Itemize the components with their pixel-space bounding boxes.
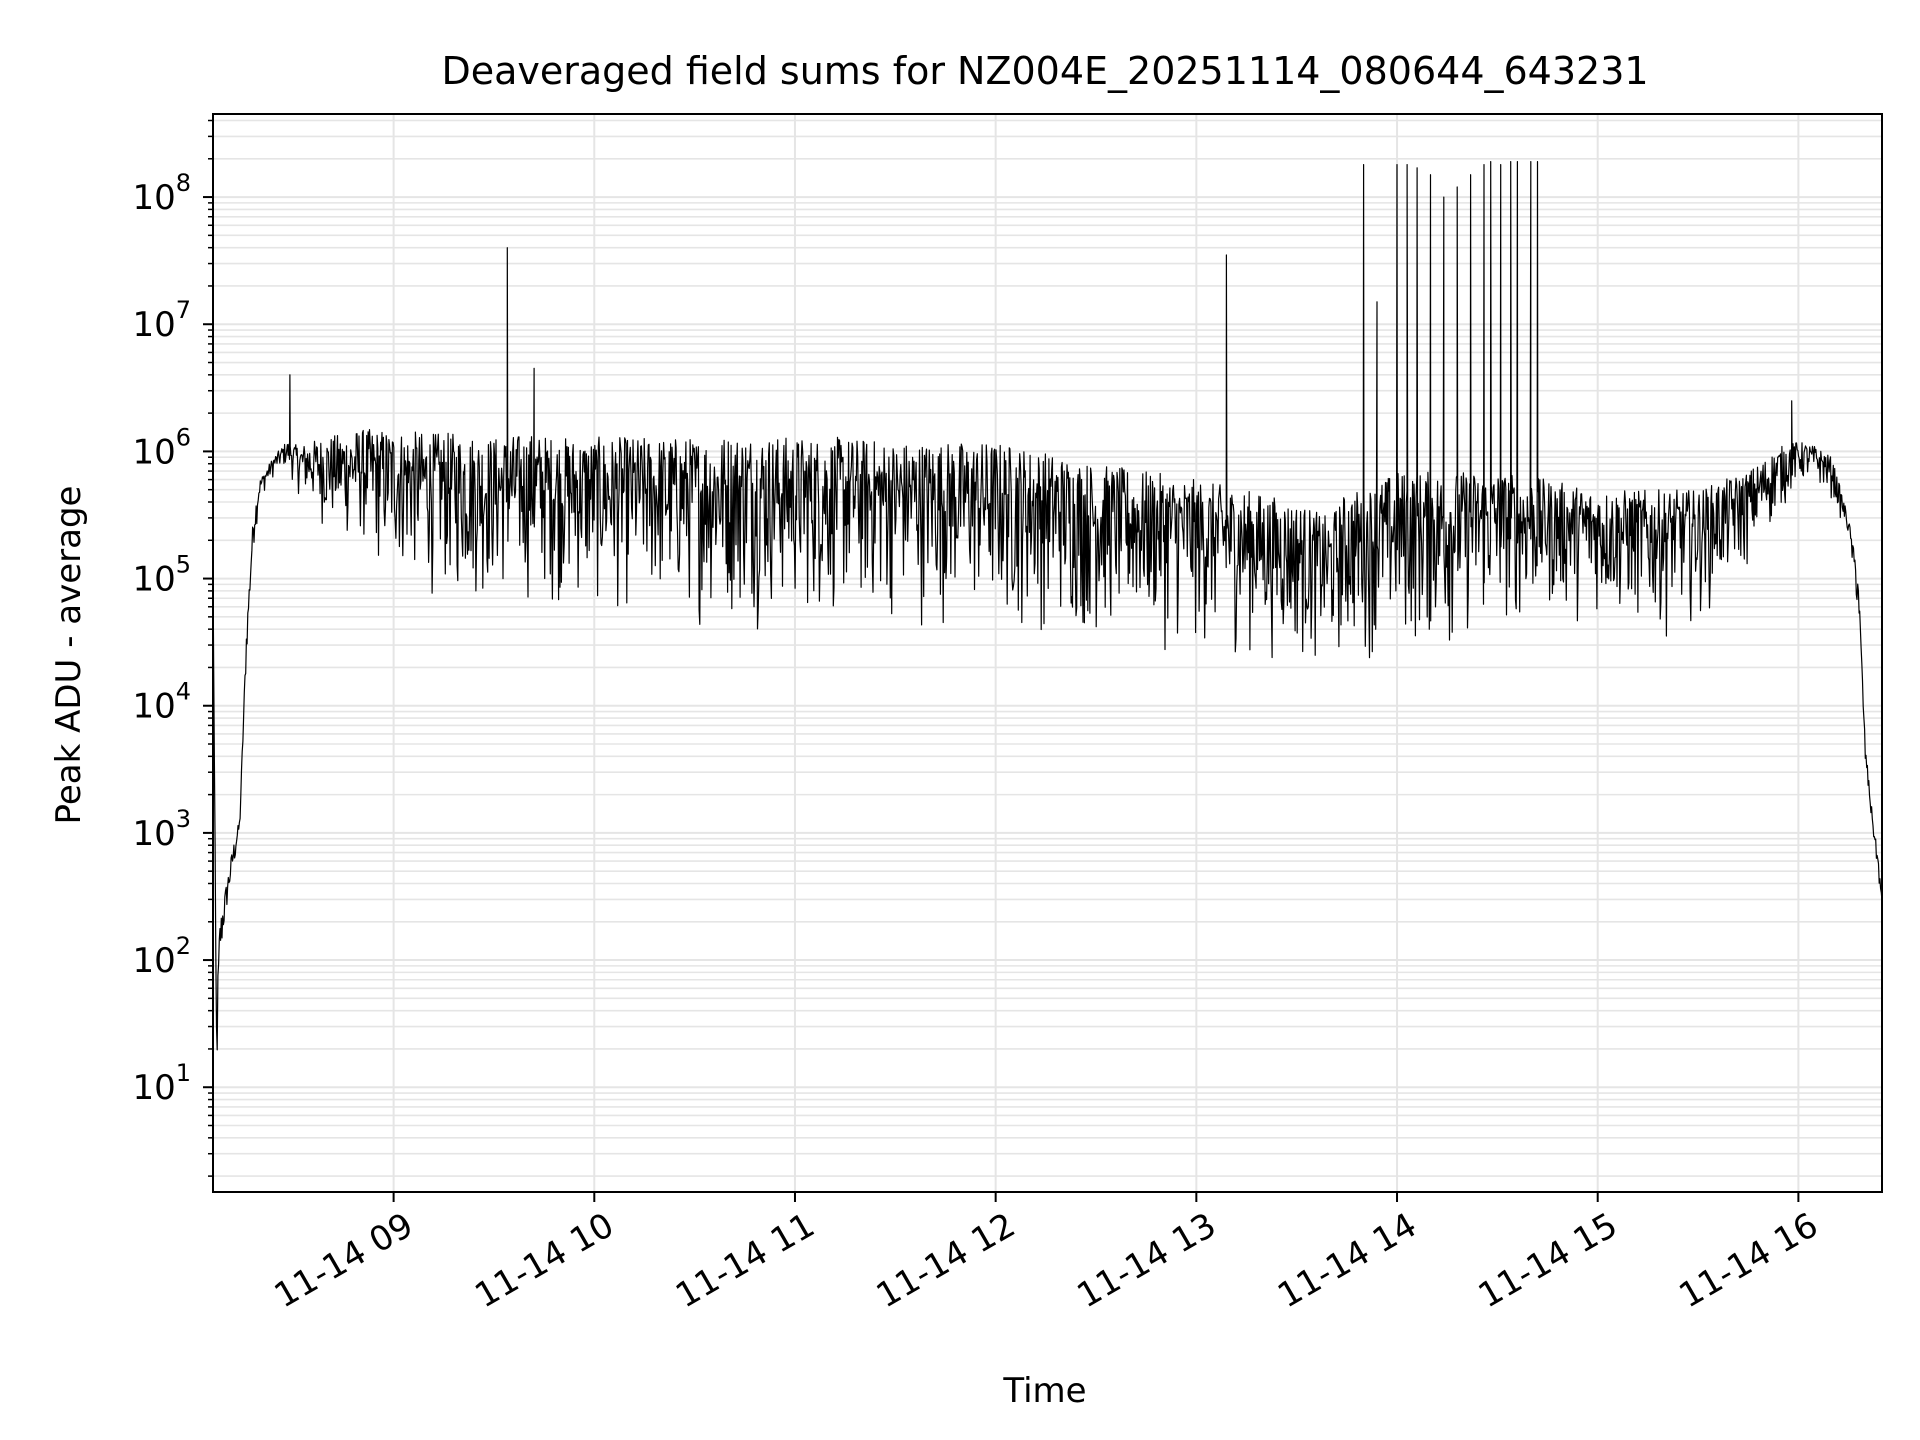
plot-frame xyxy=(212,113,1883,1193)
y-tick-label: 101 xyxy=(132,1059,191,1108)
x-axis-label: Time xyxy=(1002,1371,1086,1411)
grid xyxy=(213,114,1882,1192)
y-tick-label: 108 xyxy=(132,169,191,218)
y-axis-label: Peak ADU - average xyxy=(49,486,89,825)
y-tick-label: 105 xyxy=(132,551,191,600)
y-tick-label: 103 xyxy=(132,805,191,854)
y-tick-label: 102 xyxy=(132,932,191,981)
chart-title: Deaveraged field sums for NZ004E_2025111… xyxy=(441,49,1648,93)
y-tick-label: 107 xyxy=(132,296,191,345)
y-tick-label: 104 xyxy=(132,678,191,727)
data-layer xyxy=(213,161,1882,1051)
y-tick-label: 106 xyxy=(132,423,191,472)
series-line xyxy=(213,161,1882,1051)
